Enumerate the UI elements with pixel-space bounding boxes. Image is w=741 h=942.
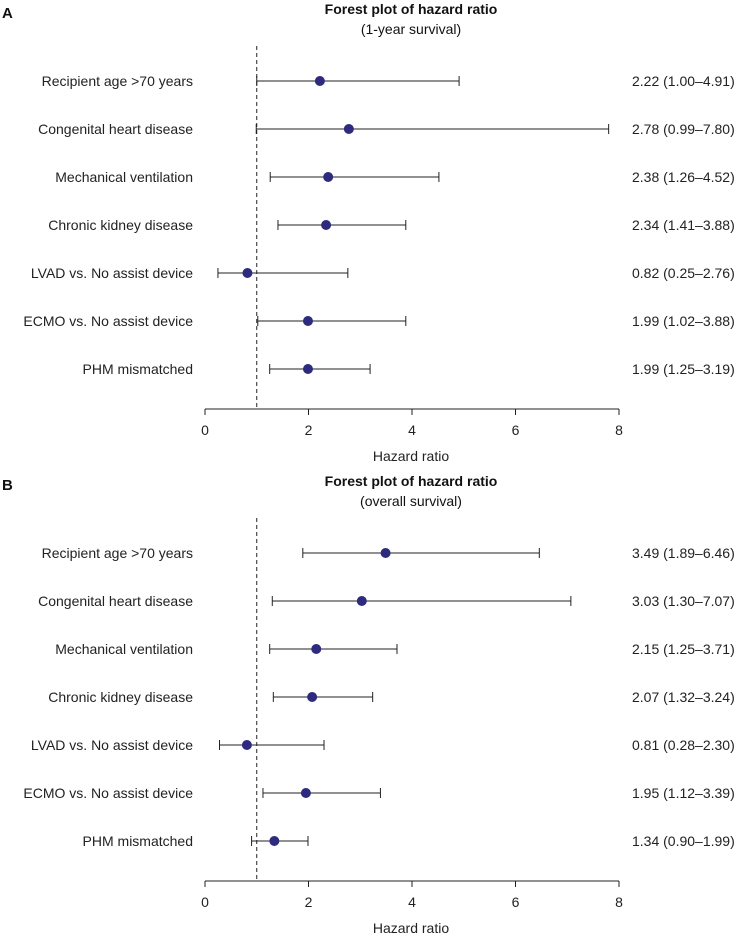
x-tick-label: 4 <box>408 422 416 438</box>
row-value: 2.15 (1.25–3.71) <box>632 641 735 657</box>
row-value: 2.07 (1.32–3.24) <box>632 689 735 705</box>
row-value: 1.95 (1.12–3.39) <box>632 785 735 801</box>
row-value: 2.22 (1.00–4.91) <box>632 73 735 89</box>
x-tick-label: 8 <box>615 422 623 438</box>
row-value: 0.82 (0.25–2.76) <box>632 265 735 281</box>
hazard-ratio-point <box>311 644 322 654</box>
hazard-ratio-point <box>314 76 325 86</box>
row-label: Congenital heart disease <box>38 121 193 137</box>
x-tick-label: 0 <box>201 422 209 438</box>
x-axis-title: Hazard ratio <box>373 920 449 936</box>
x-tick-label: 2 <box>305 422 313 438</box>
hazard-ratio-point <box>269 836 280 846</box>
row-label: Recipient age >70 years <box>42 545 193 561</box>
row-value: 2.78 (0.99–7.80) <box>632 121 735 137</box>
hazard-ratio-point <box>300 788 311 798</box>
row-label: ECMO vs. No assist device <box>23 785 193 801</box>
chart-title: Forest plot of hazard ratio <box>325 1 498 17</box>
row-value: 1.99 (1.02–3.88) <box>632 313 735 329</box>
hazard-ratio-point <box>323 172 334 182</box>
hazard-ratio-point <box>307 692 318 702</box>
row-label: Congenital heart disease <box>38 593 193 609</box>
row-value: 2.38 (1.26–4.52) <box>632 169 735 185</box>
row-label: LVAD vs. No assist device <box>31 265 193 281</box>
x-tick-label: 8 <box>615 894 623 910</box>
chart-title: Forest plot of hazard ratio <box>325 473 498 489</box>
row-value: 1.99 (1.25–3.19) <box>632 361 735 377</box>
x-tick-label: 6 <box>512 422 520 438</box>
x-tick-label: 0 <box>201 894 209 910</box>
row-value: 3.49 (1.89–6.46) <box>632 545 735 561</box>
chart-subtitle: (overall survival) <box>360 493 462 509</box>
row-value: 0.81 (0.28–2.30) <box>632 737 735 753</box>
x-tick-label: 6 <box>512 894 520 910</box>
hazard-ratio-point <box>321 220 332 230</box>
hazard-ratio-point <box>241 740 252 750</box>
hazard-ratio-point <box>380 548 391 558</box>
row-value: 2.34 (1.41–3.88) <box>632 217 735 233</box>
row-label: Chronic kidney disease <box>48 217 193 233</box>
panel-label: B <box>2 477 13 494</box>
x-tick-label: 2 <box>305 894 313 910</box>
row-value: 1.34 (0.90–1.99) <box>632 833 735 849</box>
chart-subtitle: (1-year survival) <box>361 21 461 37</box>
row-label: ECMO vs. No assist device <box>23 313 193 329</box>
x-axis-title: Hazard ratio <box>373 448 449 464</box>
hazard-ratio-point <box>356 596 367 606</box>
row-label: LVAD vs. No assist device <box>31 737 193 753</box>
row-label: PHM mismatched <box>83 361 193 377</box>
row-label: Mechanical ventilation <box>55 169 193 185</box>
row-value: 3.03 (1.30–7.07) <box>632 593 735 609</box>
row-label: Recipient age >70 years <box>42 73 193 89</box>
hazard-ratio-point <box>242 268 253 278</box>
hazard-ratio-point <box>302 364 313 374</box>
row-label: Mechanical ventilation <box>55 641 193 657</box>
row-label: Chronic kidney disease <box>48 689 193 705</box>
panel-label: A <box>2 5 13 22</box>
hazard-ratio-point <box>302 316 313 326</box>
hazard-ratio-point <box>343 124 354 134</box>
x-tick-label: 4 <box>408 894 416 910</box>
row-label: PHM mismatched <box>83 833 193 849</box>
